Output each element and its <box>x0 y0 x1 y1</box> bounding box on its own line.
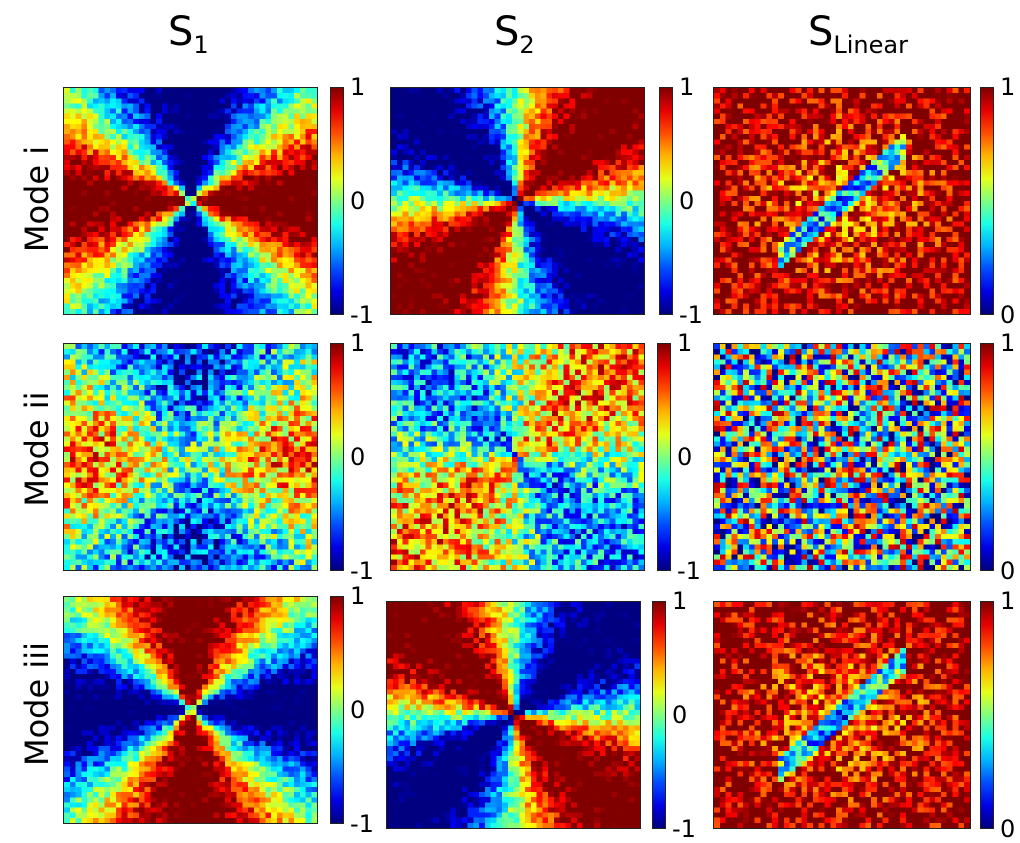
heatmap-cells <box>390 343 645 571</box>
colorbar-tick-label: 0 <box>679 187 695 215</box>
heatmap-panel <box>63 87 318 315</box>
heatmap-panel <box>63 343 318 571</box>
colorbar-tick-label: 0 <box>677 443 693 471</box>
heatmap-cells <box>390 87 645 315</box>
colorbar-tick-label: 1 <box>1000 73 1016 101</box>
colorbar-tick-label: -1 <box>679 301 703 329</box>
column-title-s2: S2 <box>494 9 535 59</box>
column-title-s1: S1 <box>168 9 209 59</box>
heatmap-panel <box>713 601 971 829</box>
colorbar <box>652 601 666 829</box>
column-title-slinear: SLinear <box>808 9 908 59</box>
colorbar-tick-label: -1 <box>672 815 696 843</box>
row-label-mode-i: Mode i <box>18 145 56 253</box>
colorbar-tick-label: 0 <box>672 701 688 729</box>
heatmap-panel <box>713 343 971 571</box>
heatmap-cells <box>386 601 641 829</box>
colorbar-tick-label: 1 <box>350 73 366 101</box>
heatmap-panel <box>63 596 318 824</box>
heatmap-cells <box>713 87 971 315</box>
colorbar <box>980 343 994 571</box>
colorbar-tick-label: 0 <box>1000 557 1016 585</box>
colorbar-tick-label: -1 <box>350 557 374 585</box>
colorbar-tick-label: 0 <box>1000 815 1016 843</box>
heatmap-cells <box>63 596 318 824</box>
heatmap-panel <box>390 343 645 571</box>
colorbar <box>657 343 671 571</box>
heatmap-panel <box>713 87 971 315</box>
colorbar-tick-label: 1 <box>677 329 693 357</box>
colorbar <box>330 343 344 571</box>
heatmap-cells <box>63 87 318 315</box>
heatmap-panel <box>390 87 645 315</box>
row-label-mode-ii: Mode ii <box>18 391 56 507</box>
heatmap-panel <box>386 601 641 829</box>
colorbar-tick-label: 1 <box>1000 329 1016 357</box>
colorbar-tick-label: -1 <box>677 557 701 585</box>
colorbar-tick-label: 1 <box>350 329 366 357</box>
colorbar-tick-label: 1 <box>350 582 366 610</box>
colorbar <box>330 596 344 824</box>
heatmap-cells <box>713 601 971 829</box>
colorbar-tick-label: 0 <box>1000 301 1016 329</box>
colorbar <box>980 87 994 315</box>
row-label-mode-iii: Mode iii <box>18 641 56 767</box>
colorbar-tick-label: 1 <box>672 587 688 615</box>
colorbar-tick-label: 0 <box>350 443 366 471</box>
colorbar-tick-label: -1 <box>350 301 374 329</box>
colorbar-tick-label: 1 <box>679 73 695 101</box>
heatmap-cells <box>63 343 318 571</box>
colorbar <box>980 601 994 829</box>
colorbar <box>330 87 344 315</box>
colorbar-tick-label: 0 <box>350 187 366 215</box>
colorbar-tick-label: 1 <box>1000 587 1016 615</box>
colorbar-tick-label: 0 <box>350 696 366 724</box>
colorbar <box>659 87 673 315</box>
colorbar-tick-label: -1 <box>350 810 374 838</box>
heatmap-cells <box>713 343 971 571</box>
